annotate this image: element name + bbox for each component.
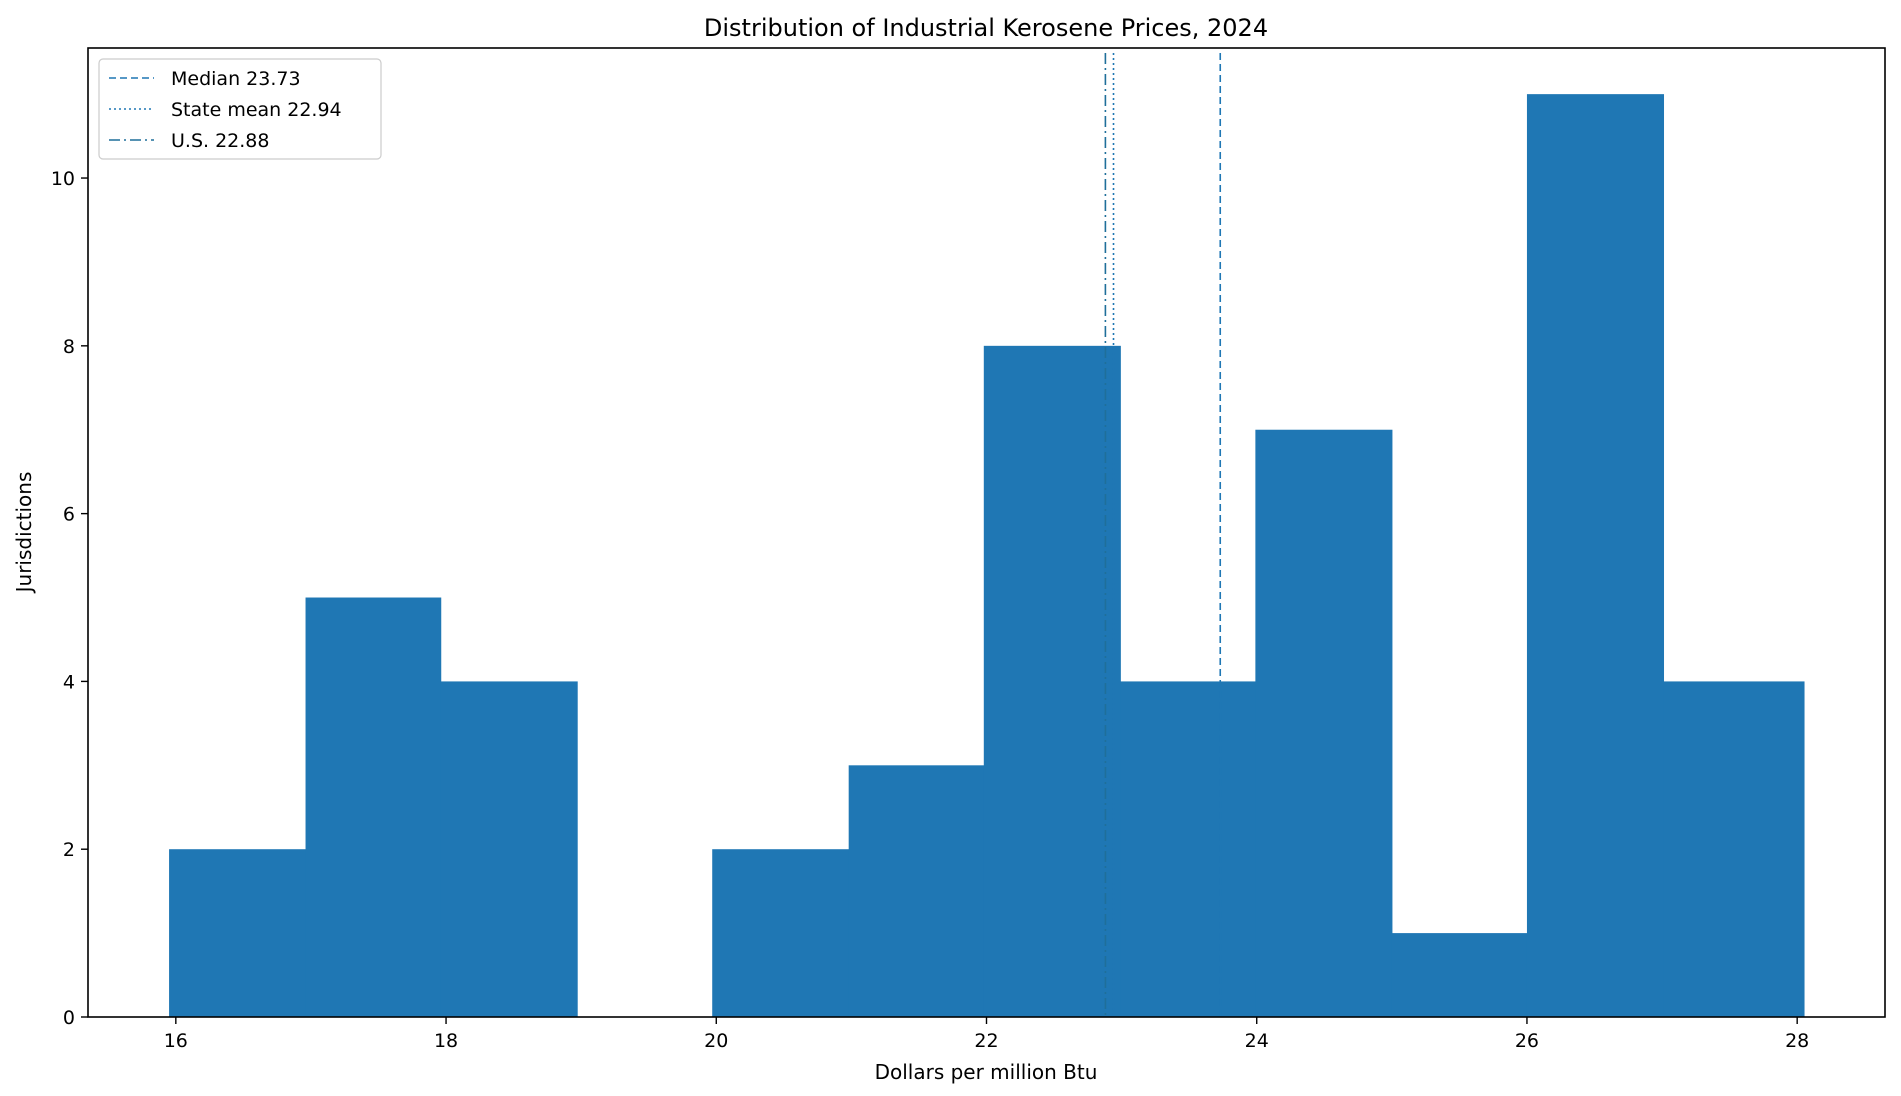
x-axis-label: Dollars per million Btu	[875, 1060, 1098, 1084]
y-tick-label: 4	[63, 671, 75, 693]
histogram-bar	[1526, 94, 1665, 1017]
legend-entry-label: Median 23.73	[171, 68, 301, 90]
y-axis-label: Jurisdictions	[12, 472, 36, 595]
x-tick-label: 22	[974, 1030, 998, 1052]
x-tick-label: 16	[164, 1030, 188, 1052]
x-tick-label: 26	[1515, 1030, 1539, 1052]
x-tick-label: 20	[704, 1030, 728, 1052]
x-tick-label: 18	[434, 1030, 458, 1052]
chart-title: Distribution of Industrial Kerosene Pric…	[704, 14, 1268, 42]
y-tick-label: 0	[63, 1007, 75, 1029]
histogram-bars	[169, 94, 1805, 1017]
legend-entry-label: U.S. 22.88	[171, 130, 269, 152]
histogram-bar	[712, 849, 850, 1017]
x-axis-ticks: 16 18 20 22 24 26 28	[164, 1017, 1809, 1052]
y-tick-label: 2	[63, 839, 75, 861]
y-axis-ticks: 0 2 4 6 8 10	[51, 168, 88, 1029]
x-tick-label: 28	[1785, 1030, 1809, 1052]
histogram-bar	[848, 765, 985, 1017]
legend: Median 23.73 State mean 22.94 U.S. 22.88	[98, 58, 382, 160]
histogram-bar	[169, 849, 307, 1017]
legend-box	[98, 58, 382, 160]
reference-lines	[1104, 53, 1222, 1017]
histogram-bar	[1255, 429, 1393, 1017]
y-tick-label: 8	[63, 336, 75, 358]
legend-entry-label: State mean 22.94	[171, 99, 342, 121]
y-tick-label: 6	[63, 504, 75, 526]
histogram-bar	[440, 681, 578, 1017]
x-tick-label: 24	[1245, 1030, 1269, 1052]
histogram-bar	[1391, 933, 1528, 1017]
histogram-bar	[305, 597, 442, 1017]
histogram-bar	[983, 345, 1121, 1017]
y-tick-label: 10	[51, 168, 75, 190]
histogram-bar	[1120, 681, 1256, 1017]
histogram-bar	[1663, 681, 1805, 1017]
